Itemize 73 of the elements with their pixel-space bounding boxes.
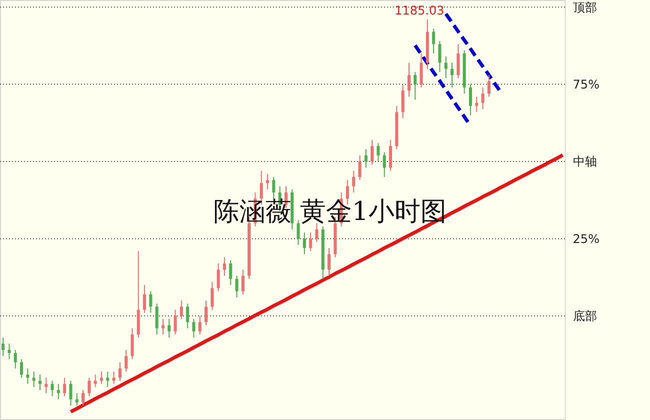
candlestick (155, 303, 158, 335)
candlestick (450, 62, 454, 88)
candlestick (235, 275, 238, 298)
candlestick (186, 303, 190, 329)
y-tick-label: 75% (572, 78, 600, 92)
candlestick (112, 371, 116, 384)
candlestick (352, 170, 356, 193)
y-tick-label: 25% (572, 232, 600, 246)
candlestick (44, 377, 48, 394)
candlestick (180, 300, 183, 320)
candlestick (296, 220, 300, 246)
candlestick (222, 256, 226, 276)
candlestick (50, 380, 54, 397)
candlestick (143, 284, 146, 314)
candlestick (407, 62, 410, 98)
candlestick (210, 281, 214, 310)
candlestick (100, 371, 103, 384)
candlestick (75, 392, 78, 406)
candlestick (420, 52, 423, 88)
candlestick (106, 371, 110, 388)
candlestick (444, 56, 448, 79)
y-tick-label: 底部 (572, 309, 597, 324)
candlestick (192, 318, 196, 338)
candlestick (168, 318, 171, 338)
candlestick (118, 362, 122, 382)
line-series (68, 153, 564, 414)
candlestick (481, 86, 484, 110)
candlestick (82, 390, 85, 406)
candlestick (389, 139, 392, 172)
candlestick (26, 368, 30, 384)
candlestick (161, 318, 164, 335)
candlestick (14, 349, 17, 369)
candlestick (358, 154, 362, 181)
candlestick (376, 142, 380, 162)
candlestick (364, 148, 368, 168)
candlestick (370, 139, 374, 166)
candlestick (204, 300, 208, 326)
candlestick (401, 84, 404, 119)
candlestick (94, 374, 97, 388)
candlestick (198, 315, 202, 335)
candlestick (8, 343, 11, 360)
candlestick (174, 309, 177, 335)
candlestick (124, 349, 128, 372)
candlestick (266, 173, 270, 190)
candlestick (216, 262, 220, 292)
candlestick (456, 44, 460, 79)
candlestick (63, 377, 66, 397)
candlestick (229, 260, 232, 286)
candlestick (2, 337, 5, 357)
candlestick (38, 374, 42, 391)
candlestick (468, 84, 472, 116)
candlestick (32, 371, 36, 388)
candlestick (272, 176, 276, 200)
candlestick (487, 74, 490, 98)
candlestick (88, 377, 91, 397)
candlestick (328, 247, 331, 276)
candlestick (130, 328, 134, 360)
candlestick (414, 71, 417, 100)
candlestick (69, 380, 72, 406)
candlestick (241, 269, 244, 295)
candlestick (438, 40, 442, 72)
candlestick (149, 290, 152, 314)
candlestick (432, 28, 436, 54)
y-tick-label: 中轴 (572, 154, 597, 169)
candlestick (56, 383, 60, 400)
annotation: 1185.03 (394, 3, 444, 18)
candlestick (315, 222, 318, 242)
candlestick (309, 232, 312, 252)
candlestick (302, 232, 306, 255)
candlestick (20, 358, 24, 378)
candlestick (475, 96, 478, 113)
y-tick-label: 顶部 (572, 0, 597, 14)
candlestick (382, 152, 386, 178)
